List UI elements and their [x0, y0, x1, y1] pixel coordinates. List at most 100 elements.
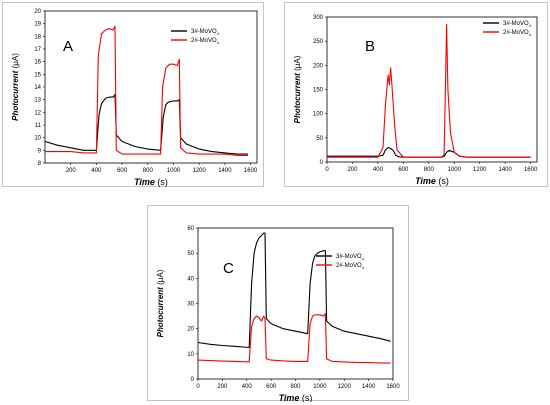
y-axis-label: Photocurrent (μA) [293, 55, 302, 123]
x-axis-label: Time (s) [415, 176, 449, 186]
x-tick-label: 1000 [313, 384, 327, 390]
legend-entry: 3#-MoVO4 [191, 29, 220, 36]
x-tick-label: 400 [373, 167, 384, 173]
y-axis-unit: (μA) [156, 269, 165, 285]
legend-name: 3#-MoVO [503, 21, 529, 27]
series-line-b-2 [327, 23, 531, 158]
legend-entry: 2#-MoVO4 [336, 263, 365, 270]
series-line-b-1 [327, 146, 531, 158]
y-tick-label: 9 [38, 148, 42, 154]
x-tick-label: 1200 [338, 384, 352, 390]
x-tick-label: 400 [242, 384, 253, 390]
y-tick-label: 20 [34, 9, 41, 15]
x-tick-label: 1200 [473, 167, 487, 173]
y-tick-label: 13 [34, 98, 41, 104]
x-tick-label: 800 [290, 384, 301, 390]
x-axis-title: Time [415, 176, 436, 186]
x-axis-unit: (s) [302, 393, 313, 402]
chart-svg-b: 0 200 400 600 800 1000 1200 1400 1600 0 50 100 150 20… [293, 15, 538, 186]
y-tick-label: 14 [34, 85, 41, 91]
x-tick-label: 0 [325, 167, 329, 173]
y-tick-label: 50 [316, 136, 323, 142]
y-tick-label: 17 [34, 47, 41, 53]
series-line-a-1 [44, 94, 248, 155]
chart-panel-c: 0 200 400 600 800 1000 1200 1400 1600 0 10 20 30 40 50… [147, 205, 409, 402]
y-axis-label: Photocurrent (μA) [156, 269, 165, 337]
legend-entry: 2#-MoVO4 [191, 38, 220, 45]
x-tick-label: 1000 [167, 168, 181, 174]
plot-area-c [197, 227, 394, 380]
x-axis-label: Time (s) [279, 393, 313, 402]
chart-panel-a: 200 400 600 800 1000 1200 1400 1600 8 9 10 11 12 13 14… [2, 2, 264, 187]
chart-panel-b: 0 200 400 600 800 1000 1200 1400 1600 0 50 100 150 20… [284, 2, 548, 187]
chart-svg-c: 0 200 400 600 800 1000 1200 1400 1600 0 10 20 30 40 50… [156, 226, 400, 402]
series-line-c-2 [197, 313, 391, 364]
y-tick-label: 12 [34, 110, 41, 116]
y-tick-label: 50 [187, 251, 194, 257]
x-tick-label: 800 [143, 168, 154, 174]
panel-label: B [365, 38, 375, 55]
panel-label: A [63, 38, 73, 55]
panel-label: C [223, 260, 234, 277]
x-tick-label: 1000 [448, 167, 462, 173]
y-tick-label: 200 [313, 63, 324, 69]
legend-subscript: 4 [362, 265, 365, 270]
legend-subscript: 4 [362, 256, 365, 261]
y-axis-title: Photocurrent [156, 287, 165, 338]
y-tick-label: 10 [34, 136, 41, 142]
y-tick-label: 300 [313, 15, 324, 21]
series-line-c-1 [197, 232, 391, 349]
y-tick-label: 18 [34, 34, 41, 40]
y-tick-label: 100 [313, 112, 324, 118]
legend-entry: 3#-MoVO4 [503, 21, 532, 28]
x-tick-label: 200 [347, 167, 358, 173]
x-tick-label: 200 [66, 168, 77, 174]
x-axis-label: Time (s) [134, 177, 168, 187]
legend-name: 3#-MoVO [336, 254, 362, 260]
x-tick-label: 1400 [362, 384, 376, 390]
plot-area-b [326, 16, 538, 163]
y-tick-label: 8 [38, 161, 42, 167]
legend-subscript: 4 [217, 31, 220, 36]
x-tick-label: 1600 [244, 168, 258, 174]
legend-name: 2#-MoVO [503, 30, 529, 36]
y-tick-label: 150 [313, 88, 324, 94]
legend-subscript: 4 [529, 32, 532, 37]
y-tick-label: 250 [313, 39, 324, 45]
y-tick-label: 11 [35, 123, 42, 129]
y-tick-label: 10 [187, 352, 194, 358]
x-axis-unit: (s) [157, 177, 168, 187]
legend-name: 3#-MoVO [191, 29, 217, 35]
x-tick-label: 400 [91, 168, 102, 174]
x-tick-label: 1600 [386, 384, 400, 390]
chart-svg-a: 200 400 600 800 1000 1200 1400 1600 8 9 10 11 12 13 14… [11, 9, 258, 187]
legend-entry: 2#-MoVO4 [503, 30, 532, 37]
x-axis-title: Time [279, 393, 300, 402]
x-tick-label: 0 [196, 384, 200, 390]
x-tick-label: 800 [424, 167, 435, 173]
legend-name: 2#-MoVO [191, 38, 217, 44]
legend-name: 2#-MoVO [336, 263, 362, 269]
legend-subscript: 4 [529, 23, 532, 28]
y-axis-unit: (μA) [293, 55, 302, 71]
x-tick-label: 1400 [499, 167, 513, 173]
y-tick-label: 15 [34, 72, 41, 78]
x-tick-label: 1600 [524, 167, 538, 173]
y-tick-label: 16 [34, 60, 41, 66]
x-axis-title: Time [134, 177, 155, 187]
x-tick-label: 1400 [218, 168, 232, 174]
legend-subscript: 4 [217, 40, 220, 45]
x-tick-label: 600 [266, 384, 277, 390]
y-tick-label: 60 [187, 226, 194, 232]
y-axis-title: Photocurrent [11, 70, 20, 121]
y-tick-label: 20 [187, 327, 194, 333]
x-axis-unit: (s) [438, 176, 449, 186]
y-axis-title: Photocurrent [293, 73, 302, 124]
x-tick-label: 1200 [193, 168, 207, 174]
y-axis-unit: (μA) [11, 53, 20, 69]
x-tick-label: 600 [117, 168, 128, 174]
y-tick-label: 0 [191, 377, 195, 383]
y-tick-label: 19 [34, 22, 41, 28]
plot-area-a [44, 10, 258, 164]
y-tick-label: 30 [187, 302, 194, 308]
